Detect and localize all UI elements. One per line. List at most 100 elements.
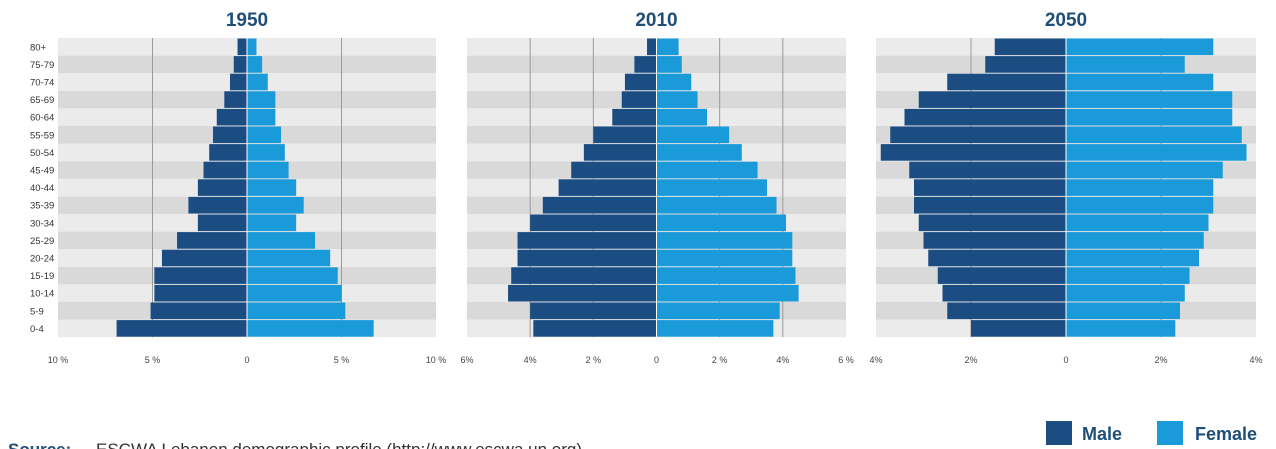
male-bar-55-59 [593,126,657,144]
female-bar-40-44 [1066,179,1214,196]
x-tick-label: 5 % [334,355,350,365]
pyramid-panel-2010: 2010 6% 4% 2 % 0 2 % 4% 6 % [460,10,853,365]
x-tick-label: 10 % [426,355,447,365]
legend-male-label: Male [1082,424,1122,444]
male-bar-50-54 [209,144,247,161]
female-bar-10-14 [247,284,342,302]
female-bar-25-29 [656,232,793,249]
female-bar-5-9 [1066,302,1180,320]
female-bar-45-49 [1066,161,1223,179]
female-bar-10-14 [656,284,799,302]
female-bar-30-34 [247,214,297,232]
female-bar-10-14 [1066,284,1185,302]
male-bar-60-64 [216,108,247,126]
female-bar-80+ [247,38,257,56]
x-tick-label: 4% [869,355,882,365]
male-bar-5-9 [530,302,657,320]
legend: Male Female [1046,421,1257,445]
x-tick-label: 0 [1063,355,1068,365]
male-bar-20-24 [928,249,1066,267]
male-bar-55-59 [890,126,1066,144]
female-bar-35-39 [656,196,777,214]
male-bar-35-39 [188,196,247,214]
male-bar-70-74 [947,73,1066,91]
male-bar-40-44 [197,179,247,196]
source-text: ESCWA Lebanon demographic profile (http:… [96,440,582,449]
age-group-label: 5-9 [30,306,44,317]
male-bar-25-29 [177,232,247,249]
age-group-label: 75-79 [30,60,54,71]
age-group-label: 25-29 [30,236,54,247]
male-bar-10-14 [154,284,247,302]
female-bar-80+ [656,38,679,56]
age-group-label: 0-4 [30,324,44,335]
female-bar-65-69 [656,91,698,108]
female-bar-55-59 [247,126,282,144]
male-bar-55-59 [212,126,247,144]
male-bar-65-69 [224,91,247,108]
male-bar-15-19 [154,267,247,284]
age-group-label: 55-59 [30,130,54,141]
female-bar-20-24 [1066,249,1199,267]
male-bar-25-29 [517,232,657,249]
male-bar-75-79 [634,56,657,73]
legend-female-label: Female [1195,424,1257,444]
panel-title: 2010 [635,10,677,31]
panel-title: 1950 [226,10,268,31]
female-bar-60-64 [1066,108,1233,126]
female-bar-50-54 [247,144,285,161]
male-bar-20-24 [517,249,657,267]
female-bar-15-19 [247,267,338,284]
age-group-label: 50-54 [30,148,54,159]
x-tick-label: 4% [1249,355,1262,365]
female-bar-0-4 [247,320,374,337]
female-bar-50-54 [656,144,742,161]
female-bar-45-49 [247,161,289,179]
male-bar-30-34 [918,214,1066,232]
pyramid-panel-2050: 2050 4% 2% 0 2% 4% [869,10,1262,365]
female-bar-45-49 [656,161,758,179]
female-bar-15-19 [1066,267,1190,284]
female-bar-35-39 [1066,196,1214,214]
source-note: Source: ESCWA Lebanon demographic profil… [8,440,582,449]
male-bar-45-49 [571,161,657,179]
male-bar-25-29 [923,232,1066,249]
male-bar-45-49 [909,161,1066,179]
female-bar-25-29 [247,232,316,249]
x-tick-label: 2% [1154,355,1167,365]
female-bar-30-34 [1066,214,1209,232]
female-bar-55-59 [1066,126,1242,144]
male-bar-30-34 [530,214,657,232]
male-bar-0-4 [971,320,1066,337]
female-bar-70-74 [656,73,692,91]
x-tick-label: 2 % [712,355,728,365]
male-bar-60-64 [904,108,1066,126]
female-bar-65-69 [1066,91,1233,108]
x-tick-label: 4% [776,355,789,365]
male-bar-40-44 [914,179,1066,196]
female-bar-75-79 [1066,56,1185,73]
male-bar-35-39 [542,196,657,214]
male-bar-70-74 [624,73,657,91]
legend-female-swatch [1157,421,1183,445]
age-group-label: 80+ [30,42,47,53]
x-tick-label: 2% [964,355,977,365]
legend-male-swatch [1046,421,1072,445]
x-tick-label: 6% [460,355,473,365]
female-bar-60-64 [656,108,708,126]
age-group-label: 15-19 [30,271,54,282]
female-bar-75-79 [656,56,682,73]
male-bar-65-69 [621,91,657,108]
male-bar-15-19 [511,267,657,284]
male-bar-80+ [647,38,657,56]
x-tick-label: 0 [244,355,249,365]
age-group-label: 20-24 [30,254,54,265]
female-bar-55-59 [656,126,730,144]
x-tick-label: 0 [654,355,659,365]
age-group-label: 60-64 [30,113,54,124]
female-bar-5-9 [656,302,780,320]
age-group-label: 45-49 [30,166,54,177]
male-bar-80+ [994,38,1066,56]
male-bar-0-4 [533,320,657,337]
